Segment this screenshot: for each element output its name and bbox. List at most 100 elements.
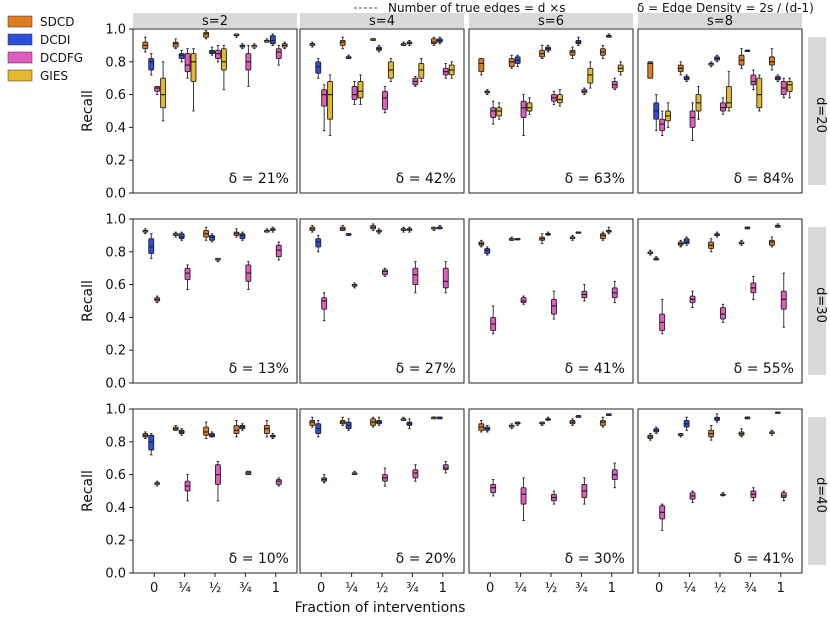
y-tick-label: 0.6 bbox=[105, 468, 126, 483]
box-gies bbox=[617, 61, 624, 76]
delta-annotation: δ = 30% bbox=[565, 551, 625, 567]
box-dcdi bbox=[209, 46, 215, 56]
box-dcdfg bbox=[275, 44, 282, 66]
box-dcdi bbox=[683, 74, 690, 82]
delta-annotation: δ = 27% bbox=[396, 361, 456, 377]
box-sdcd bbox=[677, 61, 684, 76]
box-dcdfg bbox=[412, 76, 419, 87]
box-sdcd bbox=[370, 223, 377, 231]
column-label: s=4 bbox=[369, 14, 395, 29]
column-label: s=8 bbox=[707, 14, 733, 29]
box-iqr bbox=[768, 56, 775, 66]
box-dcdfg bbox=[581, 87, 588, 96]
y-tick-label: 0.0 bbox=[105, 377, 126, 392]
box-sdcd bbox=[539, 233, 546, 245]
box-iqr bbox=[659, 118, 666, 132]
box-sdcd bbox=[400, 416, 407, 421]
box-dcdfg bbox=[750, 275, 757, 300]
box-sdcd bbox=[400, 41, 407, 46]
box-dcdfg bbox=[750, 487, 757, 502]
box-iqr bbox=[190, 53, 197, 82]
delta-annotation: δ = 55% bbox=[734, 361, 794, 377]
box-sdcd bbox=[708, 424, 715, 441]
box-dcdfg bbox=[442, 261, 449, 294]
x-tick-label: ¼ bbox=[178, 581, 191, 596]
box-sdcd bbox=[647, 249, 654, 256]
box-sdcd bbox=[768, 236, 775, 248]
box-iqr bbox=[412, 469, 419, 479]
box-dcdi bbox=[436, 36, 443, 45]
panel-frame bbox=[132, 28, 298, 194]
box-dcdfg bbox=[750, 69, 757, 91]
box-iqr bbox=[357, 81, 364, 99]
box-iqr bbox=[418, 62, 425, 79]
box-sdcd bbox=[370, 38, 377, 41]
box-sdcd bbox=[478, 420, 485, 433]
box-dcdfg bbox=[551, 490, 557, 505]
box-sdcd bbox=[599, 231, 606, 241]
y-tick-label: 0.8 bbox=[105, 55, 126, 70]
box-dcdfg bbox=[551, 290, 557, 320]
box-iqr bbox=[725, 85, 732, 109]
y-tick-label: 0.0 bbox=[105, 187, 126, 202]
box-iqr bbox=[178, 233, 185, 240]
box-dcdi bbox=[545, 44, 551, 53]
panel-r1-c3: δ = 55% bbox=[637, 218, 803, 384]
box-sdcd bbox=[539, 421, 546, 426]
box-iqr bbox=[184, 53, 191, 73]
box-dcdi bbox=[774, 223, 781, 228]
panel-frame bbox=[299, 218, 465, 384]
axis-labels: Fraction of interventions bbox=[295, 600, 466, 616]
box-sdcd bbox=[508, 423, 515, 430]
box-sdcd bbox=[569, 46, 576, 59]
box-iqr bbox=[220, 48, 227, 71]
panel-frame bbox=[468, 28, 634, 194]
panel-frame bbox=[637, 28, 803, 194]
box-dcdfg bbox=[689, 290, 696, 309]
box-dcdi bbox=[315, 234, 322, 253]
box-dcdfg bbox=[154, 85, 161, 96]
box-sdcd bbox=[203, 421, 210, 439]
panel-r2-c2: 0 ¼ ½ ¾ 1 δ = 30% bbox=[468, 408, 634, 596]
box-iqr bbox=[720, 307, 726, 320]
box-dcdfg bbox=[245, 44, 252, 87]
box-dcdfg bbox=[321, 84, 328, 132]
box-iqr bbox=[172, 41, 179, 48]
box-dcdi bbox=[376, 416, 382, 426]
box-dcdfg bbox=[245, 261, 252, 290]
delta-annotation: δ = 42% bbox=[396, 171, 456, 187]
box-iqr bbox=[382, 269, 388, 276]
y-axis-title: Recall bbox=[80, 280, 96, 322]
box-sdcd bbox=[738, 428, 745, 438]
box-dcdi bbox=[484, 246, 491, 256]
box-sdcd bbox=[172, 424, 179, 431]
box-dcdi bbox=[376, 44, 382, 53]
x-tick-label: 1 bbox=[272, 581, 280, 596]
box-dcdi bbox=[148, 233, 155, 259]
y-tick-label: 0.6 bbox=[105, 88, 126, 103]
panel-grid: s=2 s=4 s=6 s=8 d=20 d=30 d=40 0.0 0.2 0.4 0.6 0.8 1… bbox=[80, 13, 828, 596]
box-dcdi bbox=[744, 416, 751, 420]
box-dcdi bbox=[514, 238, 521, 241]
box-dcdi bbox=[406, 40, 413, 46]
column-strip bbox=[638, 13, 802, 28]
note-edge-density: δ = Edge Density = 2s / (d-1) bbox=[637, 1, 814, 15]
box-dcdfg bbox=[321, 292, 328, 322]
box-sdcd bbox=[142, 228, 149, 235]
box-dcdfg bbox=[215, 44, 221, 63]
box-dcdfg bbox=[245, 470, 252, 476]
box-sdcd bbox=[508, 236, 515, 241]
box-dcdfg bbox=[689, 490, 696, 503]
box-iqr bbox=[683, 238, 690, 245]
box-dcdi bbox=[315, 58, 322, 79]
delta-annotation: δ = 41% bbox=[734, 551, 794, 567]
box-dcdfg bbox=[382, 267, 388, 277]
box-dcdfg bbox=[321, 474, 328, 484]
box-sdcd bbox=[738, 48, 745, 69]
x-tick-label: 0 bbox=[655, 581, 663, 596]
box-dcdfg bbox=[611, 462, 618, 489]
box-dcdfg bbox=[442, 62, 449, 79]
box-sdcd bbox=[430, 36, 437, 46]
box-sdcd bbox=[370, 416, 377, 428]
x-tick-label: ¾ bbox=[575, 581, 588, 596]
